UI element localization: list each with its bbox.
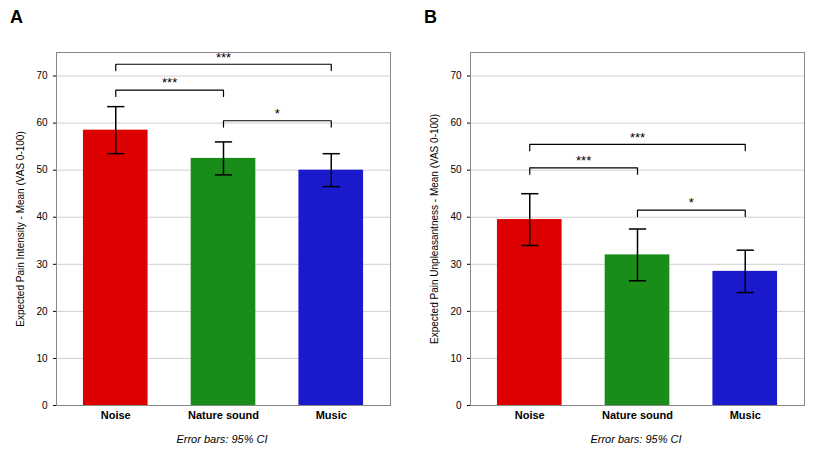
html-text:A: A	[10, 7, 23, 27]
svg-text:***: ***	[630, 130, 645, 145]
svg-text:60: 60	[450, 117, 462, 128]
svg-text:Music: Music	[730, 409, 761, 421]
svg-text:Noise: Noise	[515, 409, 545, 421]
svg-text:***: ***	[576, 153, 591, 168]
svg-text:Music: Music	[316, 409, 347, 421]
svg-text:20: 20	[36, 306, 48, 317]
svg-text:10: 10	[450, 353, 462, 364]
svg-text:40: 40	[36, 211, 48, 222]
svg-text:0: 0	[456, 400, 462, 411]
html-text:Error bars: 95% CI: Error bars: 95% CI	[176, 433, 268, 445]
svg-text:Expected Pain Intensity - Mean: Expected Pain Intensity - Mean (VAS 0-10…	[15, 131, 26, 326]
html-text:B: B	[424, 7, 437, 27]
html-text:Error bars: 95% CI: Error bars: 95% CI	[590, 433, 682, 445]
svg-text:***: ***	[216, 50, 231, 65]
svg-text:70: 70	[36, 70, 48, 81]
svg-text:10: 10	[36, 353, 48, 364]
svg-text:30: 30	[36, 259, 48, 270]
svg-text:*: *	[689, 195, 694, 210]
svg-text:40: 40	[450, 211, 462, 222]
svg-text:60: 60	[36, 117, 48, 128]
svg-text:Expected Pain Unpleasantness -: Expected Pain Unpleasantness - Mean (VAS…	[429, 114, 440, 344]
svg-text:Nature sound: Nature sound	[188, 409, 259, 421]
svg-text:***: ***	[162, 75, 177, 90]
svg-text:70: 70	[450, 70, 462, 81]
svg-text:Noise: Noise	[101, 409, 131, 421]
svg-text:*: *	[275, 106, 280, 121]
svg-text:30: 30	[450, 259, 462, 270]
svg-text:Nature sound: Nature sound	[602, 409, 673, 421]
svg-text:0: 0	[42, 400, 48, 411]
svg-text:50: 50	[450, 164, 462, 175]
svg-text:50: 50	[36, 164, 48, 175]
svg-text:20: 20	[450, 306, 462, 317]
